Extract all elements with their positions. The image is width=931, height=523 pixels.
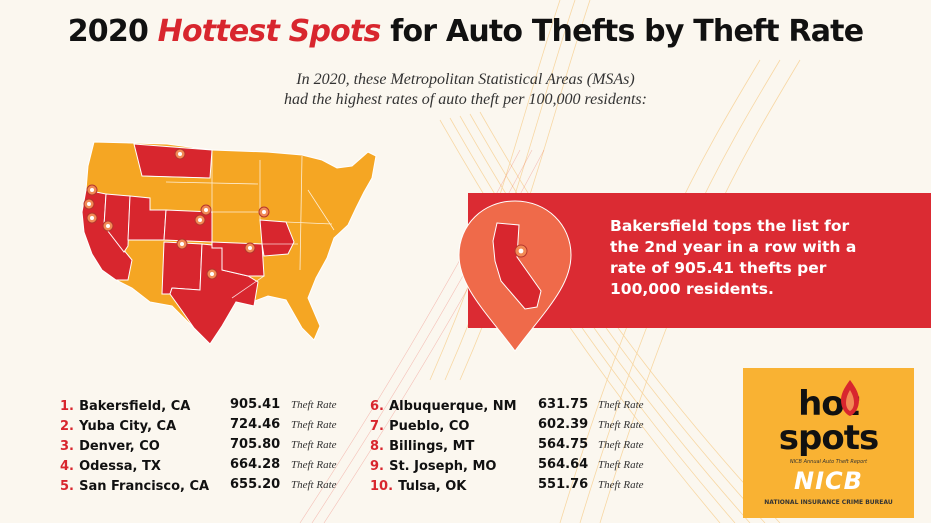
rank-label: Theft Rate <box>598 439 644 451</box>
rank-label: Theft Rate <box>291 399 337 411</box>
rank-number: 7. <box>370 419 384 434</box>
callout-line-2: the 2nd year in a row with a <box>610 238 857 256</box>
title-rest: for Auto Thefts by Theft Rate <box>390 14 864 49</box>
subtitle-line-2: had the highest rates of auto theft per … <box>284 91 647 108</box>
nicb-logo: NICB <box>794 467 863 495</box>
rank-label: Theft Rate <box>598 399 644 411</box>
rank-label: Theft Rate <box>598 419 644 431</box>
rank-city: Bakersfield, CA <box>79 399 191 414</box>
rank-city: Tulsa, OK <box>398 479 467 494</box>
title-highlight: Hottest Spots <box>157 14 382 49</box>
subtitle: In 2020, these Metropolitan Statistical … <box>200 70 731 110</box>
ranking-row: 5. San Francisco, CA 655.20 Theft Rate <box>60 475 360 495</box>
location-pin-icon <box>258 206 270 218</box>
callout-text: Bakersfield tops the list for the 2nd ye… <box>610 216 910 300</box>
rank-number: 1. <box>60 399 74 414</box>
rank-city: Yuba City, CA <box>79 419 177 434</box>
ranking-row: 1. Bakersfield, CA 905.41 Theft Rate <box>60 395 360 415</box>
flame-icon <box>841 380 859 416</box>
map-state-nevada <box>103 193 131 253</box>
ranking-row: 4. Odessa, TX 664.28 Theft Rate <box>60 455 360 475</box>
rank-value: 724.46 <box>230 417 281 432</box>
rank-city: Denver, CO <box>79 439 160 454</box>
location-pin-icon <box>176 238 188 250</box>
rank-number: 2. <box>60 419 74 434</box>
location-pin-icon <box>200 204 212 216</box>
logo-spots-text: spots <box>778 418 879 458</box>
rank-value: 602.39 <box>538 417 589 432</box>
rank-number: 9. <box>370 459 384 474</box>
location-pin-icon <box>194 214 206 226</box>
ranking-row: 8. Billings, MT 564.75 Theft Rate <box>370 435 670 455</box>
rank-city: Odessa, TX <box>79 459 161 474</box>
map-pins <box>83 148 270 280</box>
subtitle-line-1: In 2020, these Metropolitan Statistical … <box>296 71 635 88</box>
rank-label: Theft Rate <box>598 459 644 471</box>
us-map-red-states <box>81 143 295 345</box>
rank-city: Billings, MT <box>389 439 475 454</box>
rank-number: 5. <box>60 479 74 494</box>
rank-city: Pueblo, CO <box>389 419 470 434</box>
ranking-row: 6. Albuquerque, NM 631.75 Theft Rate <box>370 395 670 415</box>
rank-value: 564.75 <box>538 437 589 452</box>
california-pin-icon <box>458 200 572 352</box>
nicb-full-name: NATIONAL INSURANCE CRIME BUREAU <box>764 499 893 506</box>
us-map <box>81 141 377 345</box>
ranking-row: 7. Pueblo, CO 602.39 Theft Rate <box>370 415 670 435</box>
rank-label: Theft Rate <box>291 459 337 471</box>
map-state-new-mexico <box>161 241 203 295</box>
rank-value: 905.41 <box>230 397 281 412</box>
rank-number: 8. <box>370 439 384 454</box>
location-pin-icon <box>244 242 256 254</box>
callout-line-4: 100,000 residents. <box>610 280 774 298</box>
location-pin-icon <box>102 220 114 232</box>
location-pin-icon <box>83 198 95 210</box>
rankings-column-1: 1. Bakersfield, CA 905.41 Theft Rate 2. … <box>60 395 360 495</box>
callout-line-3: rate of 905.41 thefts per <box>610 259 827 277</box>
rankings-column-2: 6. Albuquerque, NM 631.75 Theft Rate 7. … <box>370 395 670 495</box>
rank-city: St. Joseph, MO <box>389 459 497 474</box>
rank-label: Theft Rate <box>598 479 644 491</box>
logo-tagline: NICB Annual Auto Theft Report <box>789 459 868 465</box>
map-state-montana <box>133 143 213 179</box>
rank-value: 705.80 <box>230 437 281 452</box>
rank-number: 10. <box>370 479 394 494</box>
rank-city: San Francisco, CA <box>79 479 210 494</box>
ranking-row: 2. Yuba City, CA 724.46 Theft Rate <box>60 415 360 435</box>
location-pin-icon <box>86 184 98 196</box>
ranking-row: 3. Denver, CO 705.80 Theft Rate <box>60 435 360 455</box>
rank-number: 3. <box>60 439 74 454</box>
rank-value: 631.75 <box>538 397 589 412</box>
hot-spots-logo: hot spots NICB Annual Auto Theft Report … <box>743 368 914 518</box>
us-map-grid <box>141 150 335 299</box>
rank-city: Albuquerque, NM <box>389 399 517 414</box>
location-pin-icon <box>174 148 186 160</box>
location-pin-icon <box>514 244 528 258</box>
rank-value: 655.20 <box>230 477 281 492</box>
rank-label: Theft Rate <box>291 479 337 491</box>
rank-value: 564.64 <box>538 457 589 472</box>
rank-label: Theft Rate <box>291 419 337 431</box>
rank-value: 551.76 <box>538 477 589 492</box>
rank-value: 664.28 <box>230 457 281 472</box>
ranking-row: 10. Tulsa, OK 551.76 Theft Rate <box>370 475 670 495</box>
rank-label: Theft Rate <box>291 439 337 451</box>
location-pin-icon <box>206 268 218 280</box>
location-pin-icon <box>86 212 98 224</box>
callout-line-1: Bakersfield tops the list for <box>610 217 850 235</box>
rank-number: 4. <box>60 459 74 474</box>
ranking-row: 9. St. Joseph, MO 564.64 Theft Rate <box>370 455 670 475</box>
rank-number: 6. <box>370 399 384 414</box>
title-year: 2020 <box>67 14 149 49</box>
page-title: 2020 Hottest Spots for Auto Thefts by Th… <box>0 14 931 49</box>
